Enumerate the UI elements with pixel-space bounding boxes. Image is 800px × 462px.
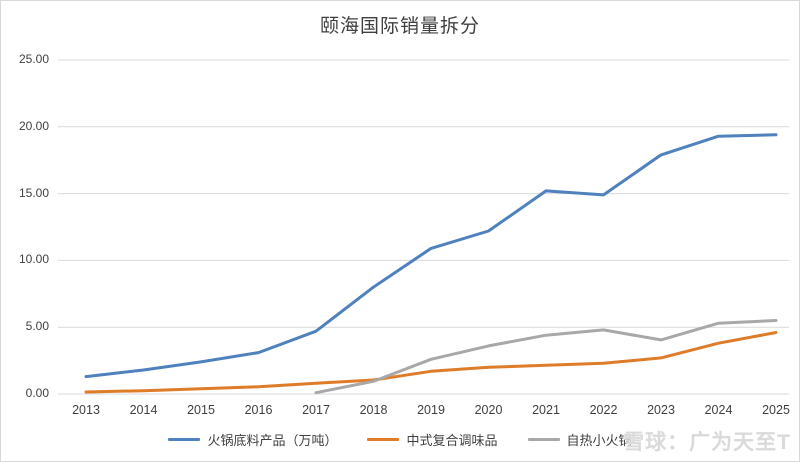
legend-item-1: 中式复合调味品 (367, 430, 498, 449)
y-tick-label: 15.00 (18, 185, 49, 200)
x-tick-label: 2013 (72, 403, 100, 417)
x-tick-label: 2019 (417, 403, 445, 417)
series-line-0 (84, 133, 778, 379)
x-tick-label: 2018 (359, 403, 388, 417)
x-tick-label: 2023 (647, 403, 675, 417)
x-tick-label: 2016 (244, 403, 273, 417)
x-tick-label: 2025 (762, 403, 790, 417)
x-tick-label: 2024 (704, 403, 733, 417)
y-tick-label: 10.00 (18, 252, 49, 267)
watermark-text: 雪球：广为天至T (623, 431, 791, 454)
series-line-1 (84, 331, 778, 394)
legend-line-swatch-icon (527, 438, 560, 441)
legend-line-swatch-icon (168, 438, 201, 441)
legend-label: 自热小火锅 (566, 433, 632, 448)
x-tick-label: 2017 (302, 403, 330, 417)
legend-label: 中式复合调味品 (406, 433, 498, 448)
legend-label: 火锅底料产品（万吨） (207, 433, 338, 448)
x-tick-label: 2020 (474, 403, 503, 417)
legend-item-2: 自热小火锅 (527, 430, 632, 449)
x-tick-label: 2014 (129, 403, 158, 417)
y-tick-label: 25.00 (18, 52, 49, 66)
y-tick-label: 20.00 (18, 118, 49, 133)
series-line-2 (314, 319, 778, 395)
legend-line-swatch-icon (367, 438, 400, 441)
x-tick-label: 2015 (187, 403, 215, 417)
legend: 火锅底料产品（万吨） 中式复合调味品 自热小火锅 (1, 430, 799, 449)
y-tick-label: 0.00 (25, 386, 49, 400)
legend-item-0: 火锅底料产品（万吨） (168, 430, 337, 449)
chart-title: 颐海国际销量拆分 (319, 16, 480, 37)
x-tick-label: 2021 (532, 403, 560, 417)
x-tick-label: 2022 (589, 403, 618, 417)
y-tick-label: 5.00 (25, 319, 49, 334)
